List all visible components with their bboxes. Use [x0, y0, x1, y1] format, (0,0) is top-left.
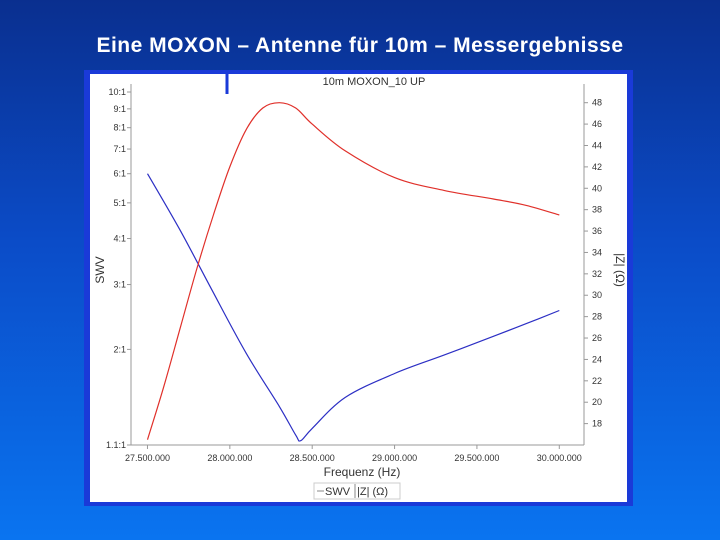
y-axis-label: SWV [93, 256, 107, 283]
y2-tick-label: 40 [592, 183, 602, 193]
axes-group: 27.500.000 28.000.000 28.500.000 29.000.000… [106, 84, 602, 463]
marks-group [146, 102, 560, 442]
legend-impedance-label: |Z| (Ω) [357, 486, 388, 498]
y2-tick-label: 28 [592, 312, 602, 322]
slide-title: Eine MOXON – Antenne für 10m – Messergeb… [96, 34, 624, 57]
x-tick-label: 28.500.000 [290, 453, 335, 463]
y2-tick-label: 18 [592, 419, 602, 429]
swr-impedance-chart: 27.500.000 28.000.000 28.500.000 29.000.000… [90, 74, 627, 502]
y2-tick-label: 42 [592, 162, 602, 172]
x-tick-label: 29.000.000 [372, 453, 417, 463]
y2-tick-label: 32 [592, 269, 602, 279]
y2-tick-label: 20 [592, 397, 602, 407]
x-tick-label: 28.000.000 [207, 453, 252, 463]
y-tick-label: 2:1 [113, 344, 126, 354]
y-tick-label: 7:1 [113, 144, 126, 154]
y-tick-label: 4:1 [113, 234, 126, 244]
y2-tick-label: 46 [592, 119, 602, 129]
chart-background [90, 74, 627, 502]
y2-tick-label: 26 [592, 333, 602, 343]
y2-tick-label: 22 [592, 376, 602, 386]
y-tick-label: 8:1 [113, 123, 126, 133]
y2-tick-label: 34 [592, 247, 602, 257]
y2-tick-label: 48 [592, 98, 602, 108]
chart-frame: 27.500.000 28.000.000 28.500.000 29.000.000… [84, 70, 633, 506]
y2-tick-label: 24 [592, 354, 602, 364]
chart-title: 10m MOXON_10 UP [323, 76, 426, 88]
legend: SWV |Z| (Ω) [313, 482, 401, 500]
y-tick-label: 9:1 [113, 104, 126, 114]
x-axis-label: Frequenz (Hz) [324, 465, 401, 479]
y-tick-label: 3:1 [113, 280, 126, 290]
legend-swv-label: SWV [325, 486, 351, 498]
y2-tick-label: 36 [592, 226, 602, 236]
y2-axis-label: |Z| (Ω) [613, 253, 627, 287]
x-tick-label: 30.000.000 [537, 453, 582, 463]
legend-box [313, 482, 401, 500]
swv-series-line [146, 173, 560, 442]
x-tick-label: 27.500.000 [125, 453, 170, 463]
x-tick-label: 29.500.000 [454, 453, 499, 463]
y2-tick-label: 30 [592, 290, 602, 300]
y-tick-label: 10:1 [108, 87, 126, 97]
y2-tick-label: 44 [592, 140, 602, 150]
y2-tick-label: 38 [592, 205, 602, 215]
y-tick-label: 6:1 [113, 169, 126, 179]
y-tick-label: 1.1:1 [106, 440, 126, 450]
y-tick-label: 5:1 [113, 198, 126, 208]
impedance-series-line [146, 102, 560, 440]
